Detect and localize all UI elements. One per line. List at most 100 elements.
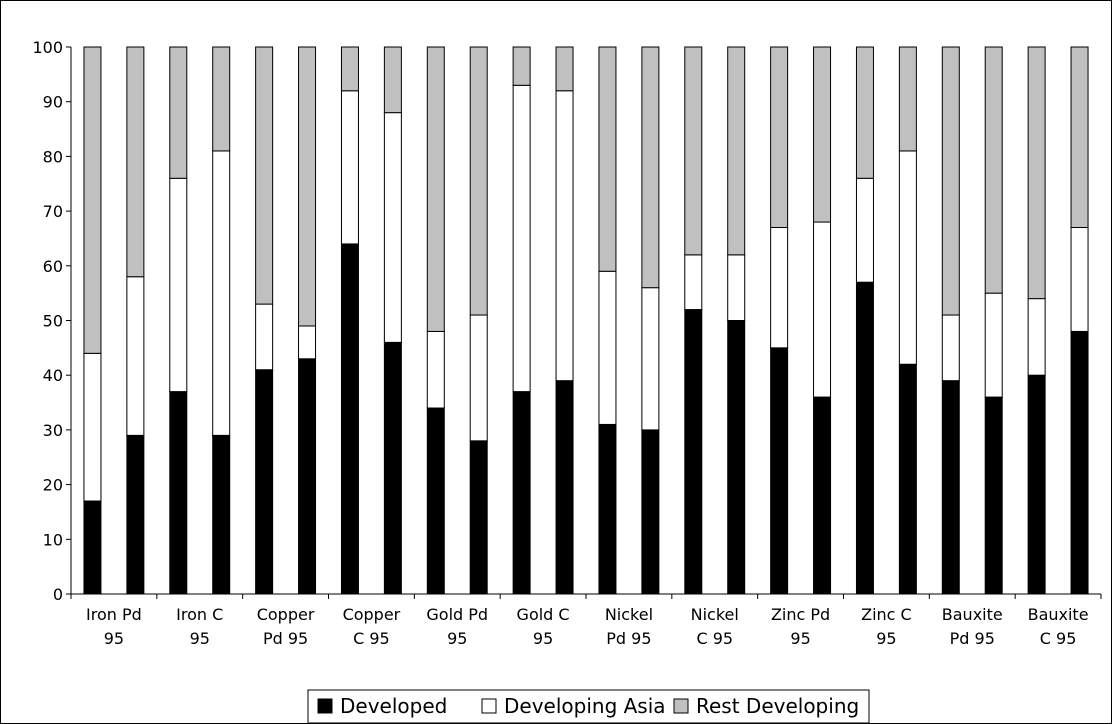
x-axis-labels: Iron Pd 95 Iron C 95 Copper Pd 95 Copper C 95 Go… [86,605,1089,648]
legend-swatch-rest-developing [674,699,688,713]
bar-segment-developing-asia [942,315,959,381]
bar-segment-developing-asia [642,288,659,430]
bar-segment-rest-developing [84,47,101,353]
x-tick-label: 95 [876,629,896,648]
x-tick-label: Zinc C [861,605,912,624]
x-tick-label: Nickel [691,605,739,624]
x-tick-label: Gold Pd [426,605,488,624]
legend-label-developed: Developed [340,694,447,718]
bar-segment-rest-developing [985,47,1002,293]
bar-segment-developed [1028,375,1045,594]
y-tick-label: 10 [43,530,63,549]
bar-segment-developing-asia [771,228,788,348]
bar-segment-developing-asia [127,277,144,436]
bar-segment-developing-asia [899,151,916,364]
bar-segment-rest-developing [170,47,187,178]
x-tick-label: 95 [533,629,553,648]
bar-segment-developing-asia [384,113,401,343]
x-tick-label: Copper [257,605,315,624]
bar-segment-developed [899,364,916,594]
x-tick-label: Iron C [176,605,223,624]
bar-segment-rest-developing [256,47,273,304]
legend-swatch-developing-asia [482,699,496,713]
x-tick-label: Gold C [517,605,570,624]
bar-segment-developing-asia [1071,228,1088,332]
bar-segment-developing-asia [728,255,745,321]
bar-segment-developed [384,342,401,594]
bar-segment-rest-developing [213,47,230,151]
bar-segment-rest-developing [642,47,659,288]
y-tick-label: 40 [43,366,63,385]
bar-segment-developing-asia [856,178,873,282]
bar-segment-rest-developing [685,47,702,255]
bar-segment-rest-developing [427,47,444,331]
bar-segment-developed [170,392,187,594]
bar-segment-developed [427,408,444,594]
legend-label-rest-developing: Rest Developing [696,694,859,718]
bar-segment-rest-developing [899,47,916,151]
x-tick-label: Nickel [605,605,653,624]
x-tick-label: 95 [790,629,810,648]
bar-segment-developed [942,381,959,594]
bar-segment-developing-asia [170,178,187,391]
bar-segment-developing-asia [1028,299,1045,376]
bar-segment-developing-asia [685,255,702,310]
x-tick-label: Pd 95 [263,629,308,648]
bars [84,47,1088,594]
bar-segment-rest-developing [384,47,401,113]
bar-segment-rest-developing [1071,47,1088,228]
x-tick-label: C 95 [353,629,390,648]
legend-swatch-developed [318,699,332,713]
bar-segment-rest-developing [599,47,616,271]
bar-segment-developed [728,321,745,595]
bar-segment-developed [84,501,101,594]
bar-segment-developing-asia [985,293,1002,397]
bar-segment-rest-developing [728,47,745,255]
x-tick-label: Pd 95 [950,629,995,648]
x-tick-label: 95 [190,629,210,648]
x-tick-label: Iron Pd [86,605,142,624]
x-tick-label: C 95 [696,629,733,648]
bar-segment-developing-asia [256,304,273,370]
bar-segment-developed [513,392,530,594]
bar-segment-developing-asia [599,271,616,424]
bar-segment-developing-asia [427,331,444,408]
x-tick-label: Zinc Pd [771,605,830,624]
bar-segment-developed [642,430,659,594]
bar-segment-developing-asia [84,353,101,501]
x-tick-label: 95 [104,629,124,648]
x-tick-label: C 95 [1040,629,1077,648]
x-tick-label: Pd 95 [606,629,651,648]
bar-segment-rest-developing [299,47,316,326]
bar-segment-developed [856,282,873,594]
bar-segment-developing-asia [814,222,831,397]
bar-segment-rest-developing [127,47,144,277]
bar-segment-developed [256,370,273,594]
bar-segment-rest-developing [856,47,873,178]
y-tick-label: 80 [43,147,63,166]
y-tick-label: 0 [53,585,63,604]
x-tick-label: Copper [343,605,401,624]
y-tick-label: 30 [43,421,63,440]
x-tick-label: 95 [447,629,467,648]
y-tick-label: 50 [43,312,63,331]
bar-segment-developing-asia [470,315,487,441]
bar-segment-rest-developing [942,47,959,315]
bar-segment-rest-developing [513,47,530,85]
bar-segment-developed [299,359,316,594]
bar-segment-developed [213,435,230,594]
y-axis-ticks: 0 10 20 30 40 50 60 70 80 90 100 [32,38,71,604]
bar-segment-developed [814,397,831,594]
x-tick-label: Bauxite [1028,605,1089,624]
y-tick-label: 20 [43,476,63,495]
bar-segment-rest-developing [341,47,358,91]
bar-segment-developing-asia [341,91,358,244]
bar-segment-developed [985,397,1002,594]
y-tick-label: 60 [43,257,63,276]
y-tick-label: 70 [43,202,63,221]
bar-segment-developed [470,441,487,594]
y-tick-label: 90 [43,93,63,112]
bar-segment-rest-developing [771,47,788,228]
